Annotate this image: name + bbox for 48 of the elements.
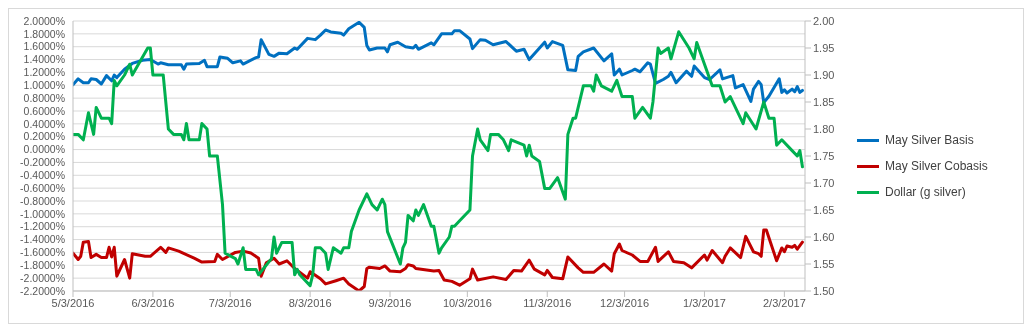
y-tick-label: -0.6000% <box>20 181 65 194</box>
y-tick-label: -2.0000% <box>20 271 65 284</box>
y2-tick-label: 1.65 <box>813 203 835 216</box>
y-tick-label: -1.4000% <box>20 233 65 246</box>
legend-label: Dollar (g silver) <box>885 185 966 199</box>
y-tick-label: -1.2000% <box>20 220 65 233</box>
x-tick-label: 2/3/2017 <box>762 296 806 309</box>
y-tick-label: -1.8000% <box>20 259 65 272</box>
y2-tick-label: 1.75 <box>813 149 835 162</box>
y-tick-label: 2.0000% <box>23 14 65 27</box>
y2-tick-label: 1.90 <box>813 68 835 81</box>
y-tick-label: -0.2000% <box>20 156 65 169</box>
legend-label: May Silver Cobasis <box>885 159 988 173</box>
y2-tick-label: 1.80 <box>813 122 835 135</box>
y-tick-label: -2.2000% <box>20 284 65 297</box>
y-tick-label: -0.8000% <box>20 194 65 207</box>
x-tick-label: 11/3/2016 <box>523 296 572 309</box>
y2-tick-label: 1.50 <box>813 284 835 297</box>
y-tick-label: 0.2000% <box>23 130 65 143</box>
y-tick-label: -0.4000% <box>20 169 65 182</box>
y2-tick-label: 1.95 <box>813 41 835 54</box>
y2-tick-label: 1.70 <box>813 176 835 189</box>
y-tick-label: 0.6000% <box>23 104 65 117</box>
y2-tick-label: 1.85 <box>813 95 835 108</box>
line-series <box>73 21 804 105</box>
y-tick-label: -1.0000% <box>20 207 65 220</box>
x-tick-label: 12/3/2016 <box>600 296 650 309</box>
x-tick-label: 6/3/2016 <box>131 296 175 309</box>
line-series <box>73 30 804 288</box>
y2-tick-label: 2.00 <box>813 14 835 27</box>
y2-tick-label: 1.60 <box>813 230 835 243</box>
x-tick-label: 9/3/2016 <box>368 296 412 309</box>
x-tick-label: 7/3/2016 <box>208 296 252 309</box>
y-tick-label: -1.6000% <box>20 246 65 259</box>
x-tick-label: 8/3/2016 <box>288 296 332 309</box>
x-tick-label: 10/3/2016 <box>442 296 492 309</box>
y-tick-label: 1.0000% <box>23 79 65 92</box>
y2-tick-label: 1.55 <box>813 257 835 270</box>
y-tick-label: 1.4000% <box>23 53 65 66</box>
y-tick-label: 1.2000% <box>23 66 65 79</box>
x-tick-label: 5/3/2016 <box>51 296 95 309</box>
y-tick-label: 0.0000% <box>23 143 65 156</box>
y-tick-label: 1.8000% <box>23 27 65 40</box>
y-tick-label: 0.4000% <box>23 117 65 130</box>
x-tick-label: 1/3/2017 <box>683 296 726 309</box>
y-tick-label: 0.8000% <box>23 91 65 104</box>
y-tick-label: 1.6000% <box>23 40 65 53</box>
legend-label: May Silver Basis <box>885 133 974 147</box>
